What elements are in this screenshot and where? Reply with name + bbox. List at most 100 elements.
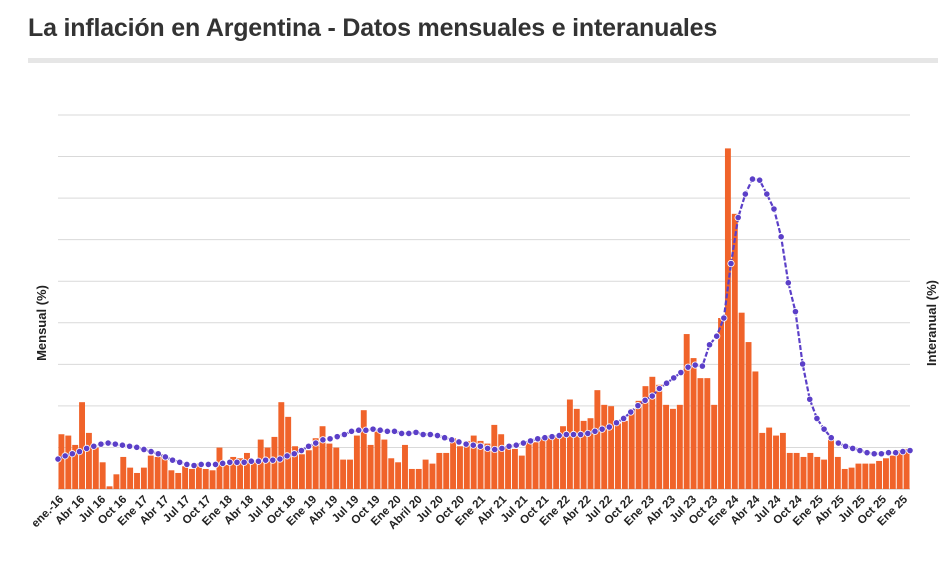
bar (154, 456, 161, 489)
line-point (813, 414, 821, 423)
line-point (83, 444, 91, 452)
line-point (118, 441, 127, 449)
bar (601, 404, 608, 489)
line-point (376, 426, 384, 434)
bar (484, 443, 491, 489)
bar (580, 420, 587, 489)
bar (697, 378, 704, 489)
bar (470, 435, 477, 489)
bar (140, 467, 147, 489)
y-axis-label-left: Mensual (%) (34, 285, 49, 361)
bar (663, 404, 670, 489)
line-point (211, 460, 220, 469)
bar (766, 427, 773, 489)
line-point (519, 439, 527, 447)
bar (415, 468, 422, 489)
line-point (433, 431, 442, 440)
bar (566, 399, 573, 489)
line-point (240, 458, 248, 466)
bar (65, 435, 72, 489)
bar (642, 386, 649, 489)
bar (718, 318, 724, 489)
line-point (369, 425, 377, 433)
bar (635, 400, 642, 489)
line-point (290, 450, 298, 458)
line-point (54, 455, 62, 463)
bar (402, 444, 408, 489)
bar (724, 148, 731, 489)
line-point (577, 430, 585, 439)
line-point (319, 436, 327, 444)
line-point (841, 442, 850, 450)
line-point (455, 438, 463, 446)
line-point (849, 444, 857, 452)
line-point (226, 458, 234, 466)
bar (773, 435, 779, 489)
bar (244, 452, 250, 489)
bar (821, 459, 828, 489)
bar (182, 466, 189, 489)
line-point (670, 374, 678, 382)
bar (903, 448, 910, 489)
bar (422, 459, 429, 489)
line-point (877, 450, 885, 458)
bar (353, 435, 360, 489)
line-point (756, 176, 764, 184)
line-point (283, 452, 291, 460)
bar (594, 390, 601, 489)
title-divider (28, 58, 938, 63)
line-point (168, 456, 177, 464)
line-point (347, 427, 356, 435)
line-point (340, 430, 348, 439)
line-point (806, 395, 814, 403)
bar (189, 468, 195, 489)
bar (855, 463, 862, 489)
bar (896, 450, 903, 489)
bar (587, 418, 594, 489)
line-point (634, 402, 642, 410)
bar (408, 468, 415, 489)
bar (85, 432, 92, 489)
line-point (462, 440, 470, 448)
bar (670, 408, 676, 489)
line-point (734, 213, 742, 222)
bar (360, 410, 367, 489)
bar (704, 378, 711, 489)
line-point (713, 332, 721, 340)
bar (793, 452, 800, 489)
line-point (133, 443, 141, 451)
bar (381, 439, 388, 489)
bar (92, 447, 99, 489)
line-point (698, 362, 706, 370)
line-point (827, 434, 835, 442)
line-point (834, 439, 843, 447)
line-point (741, 190, 749, 198)
line-point (126, 442, 134, 450)
line-point (390, 427, 399, 435)
bar (518, 455, 525, 489)
line-point (441, 434, 449, 442)
line-point (498, 444, 506, 452)
line-point (569, 430, 578, 439)
bar (779, 432, 786, 489)
bar (347, 459, 353, 489)
bar (511, 448, 518, 489)
bar (690, 358, 697, 489)
bar (312, 438, 319, 489)
monthly-bars (58, 148, 910, 489)
line-point (899, 447, 907, 456)
line-point (705, 341, 714, 349)
bar (264, 447, 271, 489)
bar (340, 459, 347, 489)
chart-title: La inflación en Argentina - Datos mensua… (28, 14, 718, 42)
interannual-line-series (54, 175, 914, 470)
bar (525, 442, 532, 489)
bar (195, 463, 202, 489)
bar (230, 456, 237, 489)
bar (539, 438, 546, 489)
line-point (68, 450, 76, 458)
bar (759, 432, 766, 489)
bar (731, 213, 738, 489)
line-point (219, 459, 227, 467)
line-point (526, 437, 535, 445)
